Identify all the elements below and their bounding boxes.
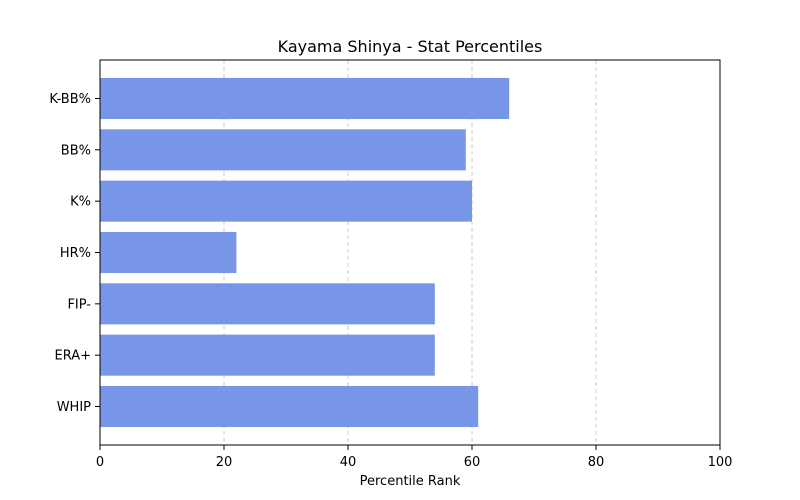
x-tick-label-100: 100 (708, 455, 733, 470)
y-axis-ticks: K-BB% BB% K% HR% FIP- ERA+ WHIP (49, 92, 100, 415)
y-tick-label-HR%: HR% (60, 246, 91, 261)
bars-layer (100, 77, 510, 428)
x-axis-label: Percentile Rank (360, 474, 461, 489)
bar-K-BB% (100, 77, 510, 120)
y-tick-label-K-BB%: K-BB% (49, 92, 91, 107)
x-tick-label-20: 20 (216, 455, 233, 470)
y-tick-label-K%: K% (70, 195, 91, 210)
y-tick-label-ERA+: ERA+ (54, 349, 91, 364)
x-axis-ticks: 0 20 40 60 80 100 (96, 445, 733, 470)
x-tick-label-80: 80 (588, 455, 605, 470)
y-tick-label-FIP-: FIP- (67, 297, 91, 312)
bar-HR% (100, 231, 237, 274)
bar-BB% (100, 129, 466, 171)
bar-ERA+ (100, 334, 435, 376)
x-tick-label-40: 40 (340, 455, 357, 470)
x-tick-label-60: 60 (464, 455, 481, 470)
bar-WHIP (100, 385, 479, 428)
y-tick-label-BB%: BB% (61, 143, 91, 158)
chart-title: Kayama Shinya - Stat Percentiles (278, 37, 543, 56)
x-tick-label-0: 0 (96, 455, 104, 470)
y-tick-label-WHIP: WHIP (57, 400, 91, 415)
bar-FIP- (100, 283, 435, 325)
bar-K% (100, 180, 472, 222)
